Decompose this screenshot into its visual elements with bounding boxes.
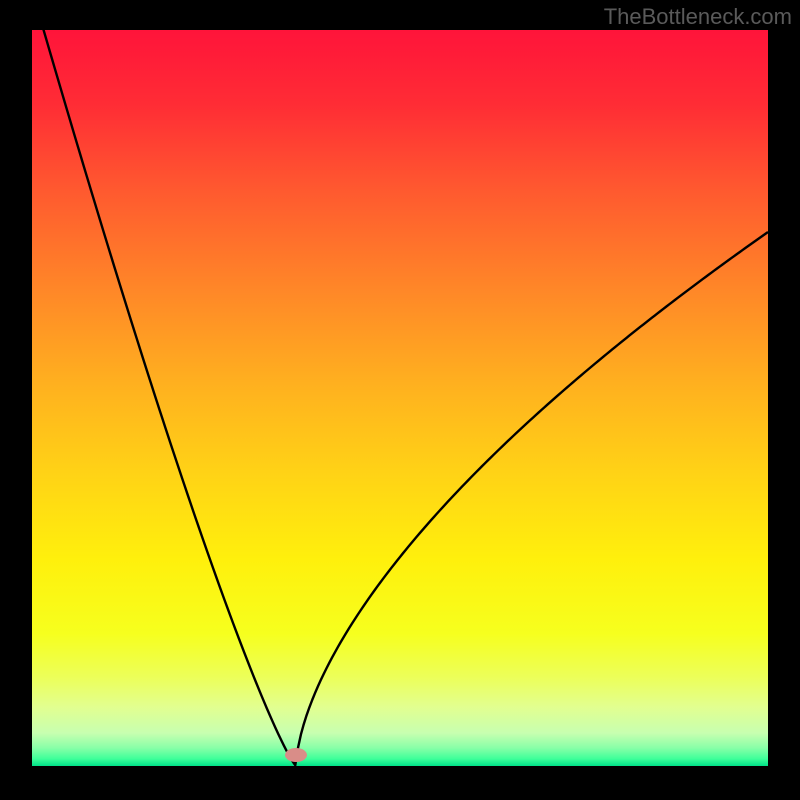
watermark-text: TheBottleneck.com	[604, 4, 792, 30]
plot-area	[32, 30, 768, 766]
curve-svg	[32, 30, 768, 766]
optimal-point-marker	[285, 748, 307, 762]
bottleneck-curve	[32, 30, 768, 765]
